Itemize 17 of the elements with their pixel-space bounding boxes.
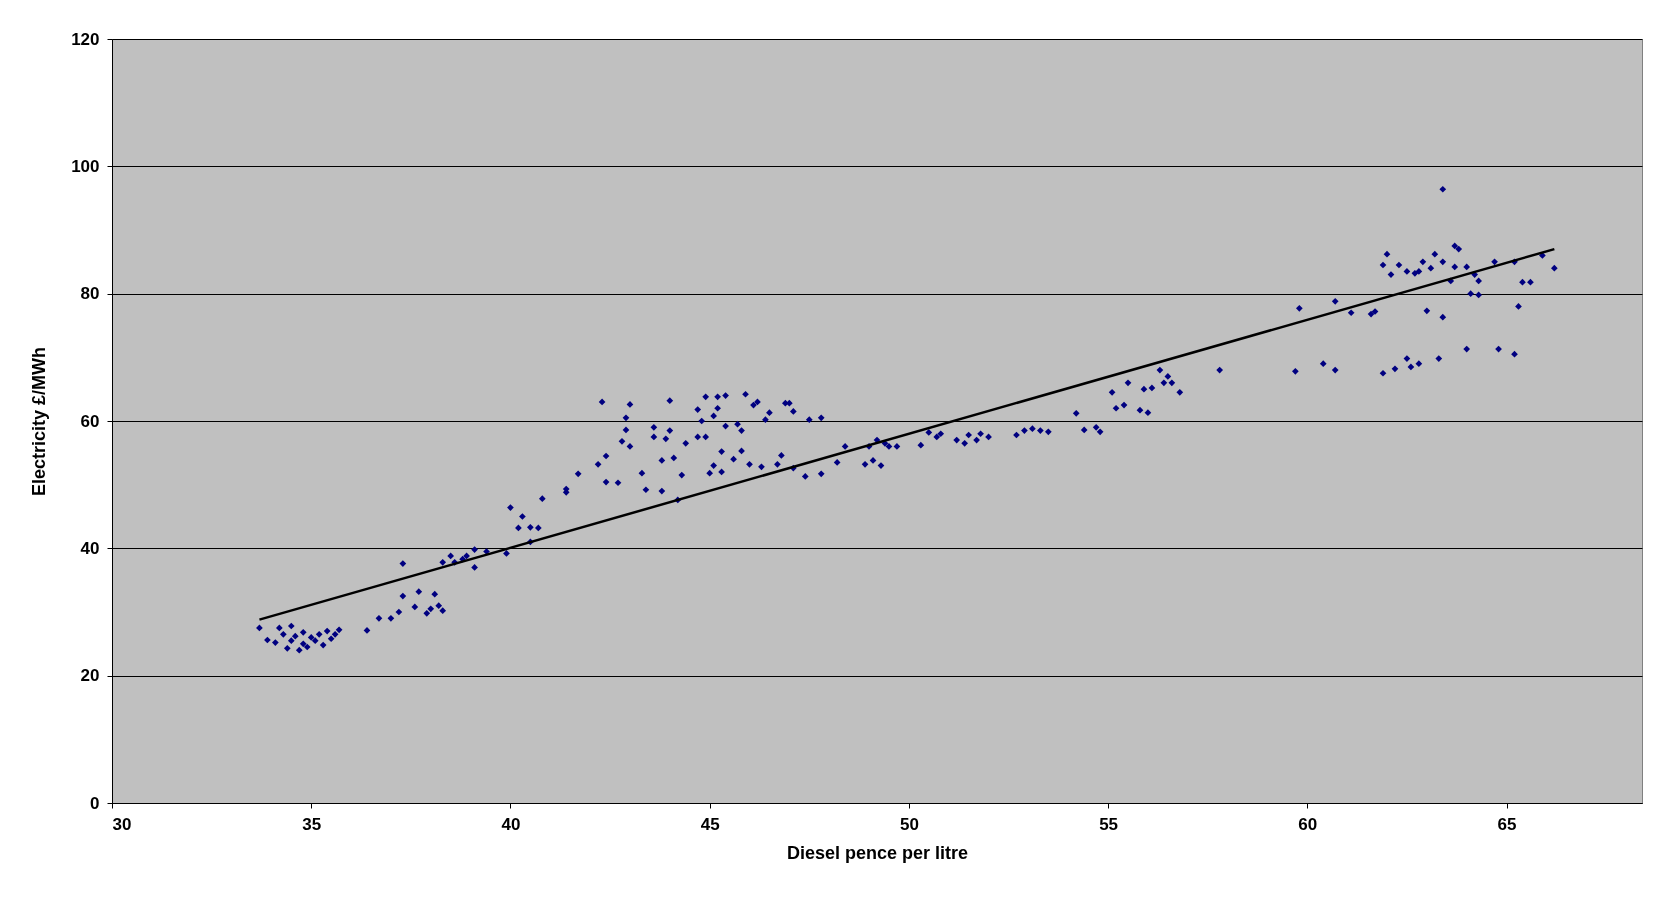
x-axis-title: Diesel pence per litre: [786, 842, 969, 863]
y-axis-title: Electricity £/MWh: [29, 346, 50, 497]
x-tick-label: 30: [112, 814, 132, 834]
y-tick-label: 120: [71, 29, 100, 49]
y-tick-label: 60: [80, 411, 100, 431]
x-tick-label: 35: [302, 814, 322, 834]
x-tick-label: 50: [899, 814, 919, 834]
x-tick-label: 55: [1099, 814, 1119, 834]
x-tick-label: 40: [501, 814, 521, 834]
y-tick-label: 20: [80, 666, 100, 686]
y-tick-label: 0: [90, 793, 100, 813]
x-tick-label: 60: [1298, 814, 1318, 834]
y-tick-label: 100: [71, 156, 100, 176]
y-tick-label: 40: [80, 538, 100, 558]
x-tick-label: 65: [1497, 814, 1517, 834]
y-tick-label: 80: [80, 284, 100, 304]
x-tick-label: 45: [700, 814, 720, 834]
